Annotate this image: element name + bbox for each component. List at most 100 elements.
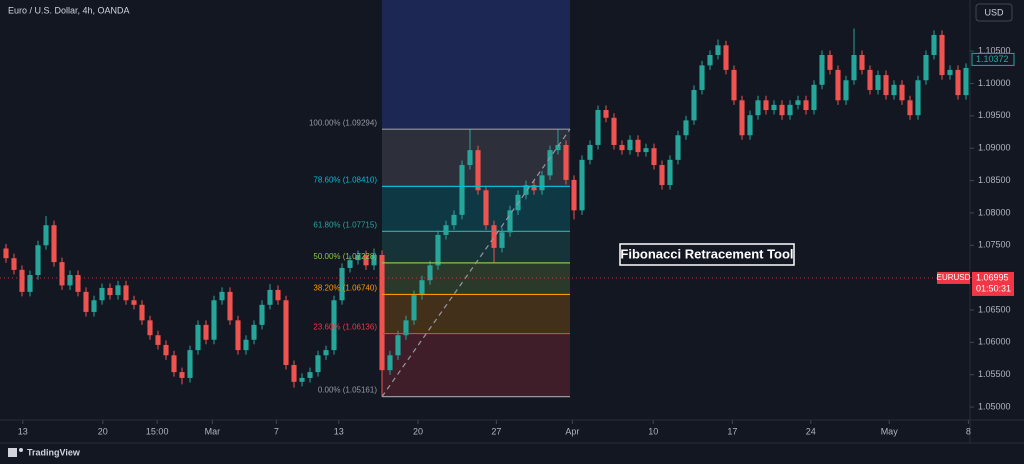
- current-price-box: [972, 271, 1014, 296]
- candle-body: [75, 275, 81, 292]
- candle-body: [155, 335, 161, 345]
- fib-extension-zone: [382, 0, 570, 130]
- candle-body: [843, 80, 849, 101]
- candle-body: [107, 287, 113, 296]
- candle-body: [331, 300, 337, 351]
- candle-body: [371, 254, 377, 266]
- candle-body: [627, 139, 633, 151]
- current-price-label: 1.06995: [976, 272, 1009, 282]
- x-tick-label: 20: [413, 426, 423, 436]
- x-tick-label: Apr: [565, 426, 579, 436]
- candle-body: [51, 225, 57, 263]
- candle-body: [363, 254, 369, 266]
- y-tick-label: 1.08000: [978, 207, 1011, 217]
- candle-body: [827, 55, 833, 70]
- fib-level-label: 0.00% (1.05161): [318, 386, 377, 395]
- candle-body: [115, 285, 121, 296]
- candle-body: [867, 69, 873, 90]
- candle-body: [635, 139, 641, 153]
- x-tick-label: 27: [491, 426, 501, 436]
- candle-body: [83, 291, 89, 312]
- candle-body: [851, 55, 857, 81]
- x-tick-label: 20: [98, 426, 108, 436]
- candle-body: [27, 275, 33, 292]
- candle-body: [483, 190, 489, 226]
- candle-body: [707, 55, 713, 66]
- candle-body: [491, 225, 497, 248]
- candle-body: [299, 377, 305, 382]
- candle-body: [611, 117, 617, 145]
- candle-body: [403, 320, 409, 336]
- candle-body: [163, 344, 169, 356]
- candle-body: [859, 55, 865, 70]
- fib-level-label: 50.00% (1.07228): [313, 252, 377, 261]
- candle-body: [811, 84, 817, 111]
- annotation: Fibonacci Retracement Tool: [620, 246, 793, 261]
- candle-body: [907, 100, 913, 116]
- candle-body: [547, 150, 553, 176]
- y-tick-label: 1.05000: [978, 401, 1011, 411]
- candle-body: [531, 185, 537, 191]
- chart-title: Euro / U.S. Dollar, 4h, OANDA: [8, 5, 130, 15]
- x-tick-label: 13: [334, 426, 344, 436]
- candle-body: [931, 34, 937, 56]
- x-tick-label: Mar: [205, 426, 221, 436]
- fib-zone: [382, 262, 570, 295]
- candle-body: [99, 287, 105, 301]
- fib-zone: [382, 333, 570, 397]
- fib-zone: [382, 294, 570, 334]
- x-tick-label: 7: [274, 426, 279, 436]
- candle-body: [43, 225, 49, 246]
- candle-body: [339, 267, 345, 301]
- x-tick-label: 15:00: [146, 426, 169, 436]
- last-price-box: [971, 52, 1015, 66]
- candle-body: [523, 185, 529, 195]
- y-tick-label: 1.09000: [978, 143, 1011, 153]
- currency-label[interactable]: USD: [984, 7, 1004, 17]
- candle-body: [131, 300, 137, 305]
- y-tick-label: 1.10000: [978, 78, 1011, 88]
- candle-body: [443, 225, 449, 235]
- candle-body: [451, 214, 457, 226]
- candle-body: [835, 69, 841, 101]
- annotation-box: [619, 243, 795, 266]
- fib-trend-line: [381, 128, 571, 397]
- candle-body: [771, 104, 777, 111]
- candle-body: [259, 304, 265, 325]
- candle-body: [179, 372, 185, 378]
- y-tick-label: 1.10500: [978, 45, 1011, 55]
- candle-body: [3, 248, 9, 259]
- x-tick-label: 10: [648, 426, 658, 436]
- candle-body: [395, 335, 401, 356]
- candle-body: [715, 45, 721, 56]
- candle-body: [963, 67, 969, 96]
- candle-body: [683, 120, 689, 136]
- candle-body: [955, 69, 961, 96]
- candle-body: [427, 265, 433, 281]
- candle-body: [891, 84, 897, 96]
- candle-body: [283, 300, 289, 365]
- currency-button[interactable]: [975, 3, 1013, 22]
- candle-body: [147, 320, 153, 336]
- candle-body: [347, 260, 353, 268]
- candle-body: [619, 144, 625, 151]
- candle-body: [251, 324, 257, 340]
- candle-body: [819, 55, 825, 85]
- candle-body: [939, 34, 945, 76]
- y-tick-label: 1.05500: [978, 369, 1011, 379]
- candle-body: [411, 295, 417, 321]
- candle-body: [211, 300, 217, 340]
- candle-body: [763, 100, 769, 111]
- candle-body: [203, 324, 209, 340]
- candle-body: [59, 262, 65, 286]
- candle-body: [171, 355, 177, 373]
- y-tick-label: 1.09500: [978, 110, 1011, 120]
- candle-body: [755, 100, 761, 116]
- fib-zones: [382, 0, 570, 397]
- candle-body: [795, 100, 801, 105]
- candle-body: [195, 324, 201, 351]
- candle-body: [275, 289, 281, 301]
- candle-body: [387, 355, 393, 371]
- symbol-tag: [937, 271, 970, 284]
- candle-body: [307, 372, 313, 378]
